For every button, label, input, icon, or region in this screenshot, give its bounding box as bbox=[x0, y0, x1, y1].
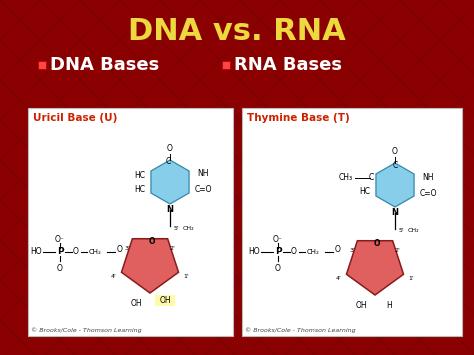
Text: HC: HC bbox=[134, 185, 145, 193]
Text: NH: NH bbox=[197, 169, 209, 179]
Text: 1': 1' bbox=[409, 276, 414, 281]
Text: 2': 2' bbox=[170, 246, 175, 251]
Bar bbox=[38, 61, 46, 69]
Text: 1': 1' bbox=[183, 274, 190, 279]
Text: CH₂: CH₂ bbox=[183, 226, 195, 231]
Text: OH: OH bbox=[130, 299, 142, 308]
Text: P: P bbox=[57, 247, 64, 257]
FancyBboxPatch shape bbox=[28, 108, 233, 336]
Text: RNA Bases: RNA Bases bbox=[234, 56, 342, 74]
Text: O: O bbox=[335, 246, 341, 255]
Text: O: O bbox=[57, 264, 63, 273]
Text: CH₂: CH₂ bbox=[307, 249, 319, 255]
Text: C: C bbox=[392, 160, 398, 169]
Text: C=O: C=O bbox=[420, 189, 438, 197]
Text: HC: HC bbox=[359, 187, 370, 197]
Text: 5': 5' bbox=[173, 226, 179, 231]
Bar bbox=[155, 295, 175, 306]
Text: P: P bbox=[275, 247, 281, 257]
Text: CH₂: CH₂ bbox=[89, 249, 101, 255]
Text: C=O: C=O bbox=[195, 186, 212, 195]
Bar bbox=[222, 61, 230, 69]
Text: C: C bbox=[165, 158, 171, 166]
Text: H: H bbox=[386, 301, 392, 310]
Text: Uricil Base (U): Uricil Base (U) bbox=[33, 113, 118, 123]
Text: 3': 3' bbox=[349, 248, 356, 253]
Text: O: O bbox=[374, 239, 380, 247]
Text: O⁻: O⁻ bbox=[55, 235, 65, 245]
Text: 4': 4' bbox=[336, 276, 341, 281]
Text: 4': 4' bbox=[110, 274, 117, 279]
Text: HC: HC bbox=[134, 170, 145, 180]
Text: Thymine Base (T): Thymine Base (T) bbox=[247, 113, 350, 123]
Polygon shape bbox=[151, 160, 189, 204]
Text: OH: OH bbox=[355, 301, 367, 310]
Polygon shape bbox=[121, 239, 179, 293]
Text: O: O bbox=[149, 236, 155, 246]
Text: O: O bbox=[275, 264, 281, 273]
Text: 2': 2' bbox=[395, 248, 401, 253]
Polygon shape bbox=[346, 241, 403, 295]
Text: O: O bbox=[73, 247, 79, 257]
Text: 3': 3' bbox=[125, 246, 130, 251]
Text: 5': 5' bbox=[398, 228, 404, 233]
Text: HO: HO bbox=[248, 247, 260, 257]
Text: OH: OH bbox=[159, 296, 171, 305]
Text: O⁻: O⁻ bbox=[273, 235, 283, 245]
Text: DNA Bases: DNA Bases bbox=[50, 56, 159, 74]
Text: © Brooks/Cole - Thomson Learning: © Brooks/Cole - Thomson Learning bbox=[245, 327, 356, 333]
Text: O: O bbox=[291, 247, 297, 257]
Text: O: O bbox=[167, 144, 173, 153]
Text: CH₃: CH₃ bbox=[339, 174, 353, 182]
Text: O: O bbox=[117, 246, 123, 255]
FancyBboxPatch shape bbox=[242, 108, 462, 336]
Text: NH: NH bbox=[422, 173, 434, 181]
Text: N: N bbox=[392, 208, 399, 217]
Text: © Brooks/Cole - Thomson Learning: © Brooks/Cole - Thomson Learning bbox=[31, 327, 142, 333]
Text: CH₂: CH₂ bbox=[408, 228, 419, 233]
Text: O: O bbox=[392, 147, 398, 156]
Text: N: N bbox=[166, 205, 173, 214]
Text: DNA vs. RNA: DNA vs. RNA bbox=[128, 17, 346, 47]
Text: HO: HO bbox=[30, 247, 42, 257]
Text: C: C bbox=[368, 174, 374, 182]
Polygon shape bbox=[376, 163, 414, 207]
